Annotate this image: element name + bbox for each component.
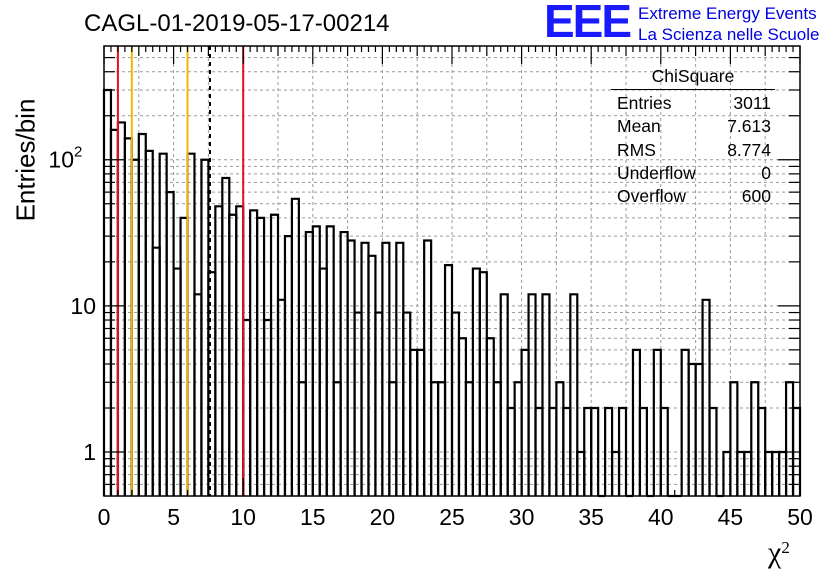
x-tick-label: 30 [509, 504, 535, 530]
y-tick-label: 10 [70, 293, 96, 319]
stats-row: Overflow 600 [611, 185, 775, 208]
histogram-bin [729, 381, 739, 496]
x-tick-label: 10 [230, 504, 256, 530]
run-title: CAGL-01-2019-05-17-00214 [84, 10, 390, 37]
logo-tagline-2: La Scienza nelle Scuole [638, 25, 820, 44]
x-axis-label: χ2 [768, 536, 790, 570]
x-tick-label: 0 [98, 504, 111, 530]
stats-title: ChiSquare [611, 66, 775, 90]
x-tick-label: 45 [718, 504, 744, 530]
stats-label: Overflow [617, 186, 687, 207]
stats-label: Mean [617, 116, 661, 137]
histogram-bin [590, 406, 600, 496]
histogram-bin [617, 406, 628, 496]
histogram-bin [423, 239, 433, 496]
histogram-bin [499, 293, 509, 496]
stats-value: 7.613 [727, 116, 771, 137]
stats-row: Underflow 0 [611, 162, 775, 185]
histogram-bin [659, 406, 669, 496]
stats-value: 600 [741, 186, 771, 207]
stats-value: 3011 [733, 93, 771, 113]
x-axis-label-superscript: 2 [781, 538, 790, 557]
x-tick-label: 5 [167, 504, 180, 530]
x-axis-label-base: χ [768, 536, 782, 569]
logo-mark: EEE [544, 0, 632, 47]
stats-rows: Entries 3011 Mean 7.613 RMS 8.774 Underflow 0 Ov… [611, 92, 775, 208]
histogram-bin [527, 293, 537, 496]
x-tick-label: 20 [370, 504, 396, 530]
logo-tagline-1: Extreme Energy Events [638, 4, 817, 23]
eee-logo: EEE Extreme Energy Events La Scienza nel… [544, 0, 834, 48]
stats-label: RMS [617, 139, 656, 160]
axis-ticks [103, 46, 801, 496]
x-tick-label: 50 [787, 504, 813, 530]
histogram-bin [290, 197, 300, 496]
histogram-bin [638, 406, 648, 496]
stats-label: Underflow [617, 162, 696, 183]
histogram-bin [541, 293, 551, 496]
stats-box: ChiSquare Entries 3011 Mean 7.613 RMS 8.774 Un… [611, 66, 775, 208]
histogram-bin [381, 241, 391, 496]
stats-row: RMS 8.774 [611, 139, 775, 162]
stats-row: Entries 3011 [611, 92, 775, 115]
x-tick-label: 35 [578, 504, 604, 530]
stats-value: 8.774 [727, 139, 771, 160]
y-tick-label-exponent: 2 [74, 144, 82, 161]
histogram-bin [325, 225, 335, 496]
x-tick-label: 15 [300, 504, 326, 530]
y-tick-label: 10 [48, 147, 74, 173]
reference-lines [116, 46, 245, 496]
histogram-bin [701, 298, 711, 496]
x-tick-label: 40 [648, 504, 674, 530]
histogram-bin [569, 293, 579, 496]
stats-row: Mean 7.613 [611, 115, 775, 138]
histogram-bin [708, 406, 718, 496]
x-tick-label: 25 [439, 504, 465, 530]
stats-label: Entries [617, 93, 672, 113]
stats-value: 0 [761, 162, 771, 183]
y-tick-label: 1 [83, 439, 96, 465]
